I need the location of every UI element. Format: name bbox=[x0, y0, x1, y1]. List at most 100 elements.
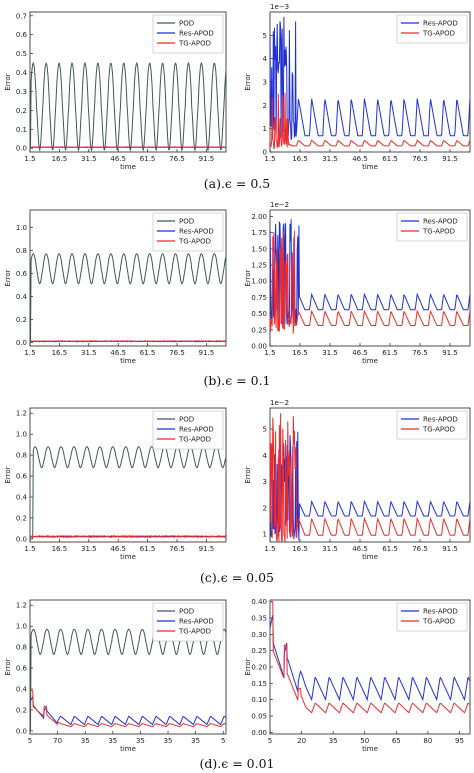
x-tick-label: 31.5 bbox=[322, 155, 338, 163]
x-tick-label: 16.5 bbox=[52, 155, 68, 163]
legend-label: POD bbox=[179, 20, 194, 28]
x-tick-label: 1.5 bbox=[264, 545, 275, 553]
x-tick-label: 31.5 bbox=[322, 349, 338, 357]
x-tick-label: 1.5 bbox=[24, 155, 35, 163]
chart-panel-4: 0.00 0.25 0.50 0.75 1.00 1.25 1.50 1.75 2.00 1.5 1… bbox=[244, 201, 471, 365]
x-tick-label: 76.5 bbox=[412, 349, 428, 357]
series-line-res-apod bbox=[269, 431, 471, 541]
y-tick-label: 0 bbox=[263, 149, 267, 157]
x-tick-label: 76.5 bbox=[412, 155, 428, 163]
legend-box bbox=[396, 602, 468, 632]
legend-label: POD bbox=[179, 416, 194, 424]
y-tick-label: 0.8 bbox=[16, 247, 27, 255]
legend-label: Res-APOD bbox=[179, 30, 214, 38]
x-axis-label: time bbox=[120, 745, 136, 753]
y-axis-label: Error bbox=[4, 466, 12, 483]
y-tick-label: 1.2 bbox=[16, 410, 27, 418]
legend-label: TG-APOD bbox=[178, 238, 211, 246]
y-tick-label: 0.25 bbox=[251, 647, 267, 655]
x-tick-label: 46.5 bbox=[110, 349, 126, 357]
x-tick-label: 95 bbox=[455, 737, 464, 745]
y-tick-label: 4 bbox=[263, 55, 268, 63]
x-tick-label: 16.5 bbox=[292, 349, 308, 357]
legend-box bbox=[152, 602, 224, 642]
axis-multiplier: 1e−2 bbox=[270, 399, 289, 407]
x-axis-label: time bbox=[362, 357, 378, 365]
x-tick-label: 35 bbox=[164, 737, 173, 745]
y-tick-label: 2.00 bbox=[251, 213, 267, 221]
legend-label: Res-APOD bbox=[179, 426, 214, 434]
y-tick-label: 0.00 bbox=[251, 343, 267, 351]
y-tick-label: 0.6 bbox=[16, 473, 28, 481]
legend-label: TG-APOD bbox=[178, 628, 211, 636]
x-tick-label: 91.5 bbox=[199, 155, 215, 163]
x-tick-label: 65 bbox=[392, 737, 401, 745]
y-tick-label: 4 bbox=[263, 452, 268, 460]
legend-label: POD bbox=[179, 218, 194, 226]
x-tick-label: 61.5 bbox=[382, 155, 398, 163]
y-axis-label: Error bbox=[4, 658, 12, 675]
x-axis-label: time bbox=[120, 357, 136, 365]
legend-label: Res-APOD bbox=[423, 416, 458, 424]
y-tick-label: 0.6 bbox=[16, 665, 28, 673]
y-tick-label: 0.4 bbox=[16, 493, 28, 501]
y-tick-label: 0.6 bbox=[16, 31, 28, 39]
y-tick-label: 0.5 bbox=[16, 50, 27, 58]
x-tick-label: 31.5 bbox=[322, 545, 338, 553]
x-tick-label: 1.5 bbox=[264, 155, 275, 163]
legend-label: Res-APOD bbox=[179, 618, 214, 626]
y-tick-label: 5 bbox=[263, 32, 267, 40]
y-tick-label: 1 bbox=[263, 531, 267, 539]
x-axis-label: time bbox=[362, 745, 378, 753]
x-tick-label: 46.5 bbox=[352, 155, 368, 163]
x-tick-label: 1.5 bbox=[264, 349, 275, 357]
series-line-pod bbox=[30, 61, 227, 153]
series-line-tg-apod bbox=[29, 689, 227, 728]
x-tick-label: 61.5 bbox=[140, 545, 156, 553]
y-tick-label: 0.10 bbox=[251, 696, 267, 704]
x-tick-label: 91.5 bbox=[199, 545, 215, 553]
x-tick-label: 46.5 bbox=[352, 349, 368, 357]
figure-caption: (d).ϵ = 0.01 bbox=[200, 756, 275, 771]
chart-panel-6: 1 2 3 4 5 1.5 16.5 31.5 46.5 61.5 76.5 91.5 time Erro… bbox=[244, 399, 471, 561]
series-line-tg-apod bbox=[29, 534, 227, 538]
y-tick-label: 0.3 bbox=[16, 88, 27, 96]
y-tick-label: 0.2 bbox=[16, 107, 27, 115]
x-tick-label: 35 bbox=[191, 737, 200, 745]
y-axis-label: Error bbox=[244, 466, 252, 483]
y-tick-label: 0.50 bbox=[251, 310, 267, 318]
y-tick-label: 0.0 bbox=[16, 339, 27, 347]
legend-label: Res-APOD bbox=[423, 218, 458, 226]
legend-box bbox=[152, 212, 224, 252]
series-line-tg-apod bbox=[269, 92, 471, 150]
y-axis-label: Error bbox=[244, 269, 252, 286]
chart-panel-7: 0.0 0.2 0.4 0.6 0.8 1.0 1.2 5 70 35 35 35 35 35 5 time E… bbox=[4, 599, 227, 753]
legend-box bbox=[396, 14, 468, 44]
x-axis-label: time bbox=[362, 163, 378, 171]
y-tick-label: 0.4 bbox=[16, 685, 28, 693]
y-tick-label: 1.50 bbox=[251, 245, 267, 253]
x-tick-label: 80 bbox=[423, 737, 432, 745]
x-axis-label: time bbox=[120, 163, 136, 171]
x-tick-label: 61.5 bbox=[140, 155, 156, 163]
x-tick-label: 5 bbox=[28, 737, 32, 745]
y-tick-label: 0.0 bbox=[16, 727, 27, 735]
x-tick-label: 31.5 bbox=[81, 155, 97, 163]
legend-label: POD bbox=[179, 608, 194, 616]
axis-multiplier: 1e−2 bbox=[270, 201, 289, 209]
x-tick-label: 20 bbox=[297, 737, 306, 745]
x-tick-label: 61.5 bbox=[140, 349, 156, 357]
x-tick-label: 46.5 bbox=[110, 155, 126, 163]
y-tick-label: 0.35 bbox=[251, 614, 267, 622]
axis-multiplier: 1e−3 bbox=[270, 3, 289, 11]
y-tick-label: 0.20 bbox=[251, 664, 267, 672]
y-tick-label: 0.8 bbox=[16, 644, 27, 652]
x-tick-label: 50 bbox=[360, 737, 369, 745]
series-line-pod bbox=[30, 253, 227, 343]
x-tick-label: 5 bbox=[268, 737, 272, 745]
y-tick-label: 2 bbox=[263, 504, 267, 512]
y-tick-label: 0.75 bbox=[251, 294, 267, 302]
legend-box bbox=[152, 14, 224, 54]
chart-panel-5: 0.0 0.2 0.4 0.6 0.8 1.0 1.2 1.5 16.5 31.5 46.5 61.5… bbox=[4, 407, 227, 561]
y-tick-label: 3 bbox=[263, 79, 267, 87]
